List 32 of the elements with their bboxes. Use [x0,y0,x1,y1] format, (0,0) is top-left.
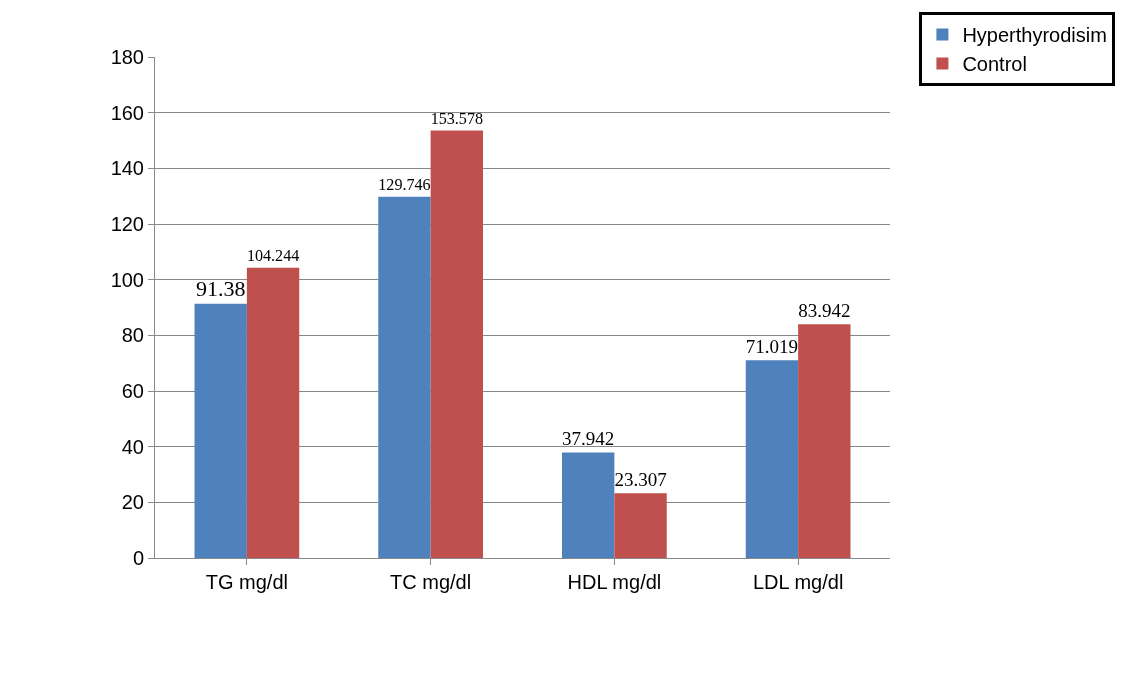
x-tick-label: TC mg/dl [390,571,472,593]
y-tick-label: 40 [121,435,144,458]
x-tick-label: TG mg/dl [205,571,289,593]
bar [430,130,483,558]
x-tick-label: LDL mg/dl [752,571,844,593]
y-tick-label: 80 [121,324,144,347]
data-label: 129.746 [378,176,431,194]
legend-label: Hyperthyrodisim [962,24,1107,47]
y-tick-label: 0 [132,547,144,569]
x-tick-label: HDL mg/dl [567,571,662,593]
bar [745,360,799,558]
y-tick-label: 120 [110,213,144,235]
bar [798,324,851,558]
data-label: 23.307 [614,468,667,490]
y-tick-label: 20 [121,491,144,514]
bar [378,196,431,558]
y-tick-label: 140 [110,157,144,180]
data-label: 83.942 [798,300,851,322]
bar [246,267,300,558]
data-label: 71.019 [745,336,799,357]
bar [614,493,667,558]
data-label: 37.942 [562,428,615,450]
bar [562,452,615,558]
y-tick-label: 180 [110,46,144,68]
data-label: 104.244 [246,247,300,265]
data-label: 153.578 [430,109,483,127]
legend-label: Control [962,53,1027,76]
y-tick-label: 100 [110,268,144,291]
y-tick-label: 160 [110,101,144,124]
data-label: 91.38 [195,275,246,301]
y-tick-label: 60 [121,380,144,402]
bar [194,303,247,558]
